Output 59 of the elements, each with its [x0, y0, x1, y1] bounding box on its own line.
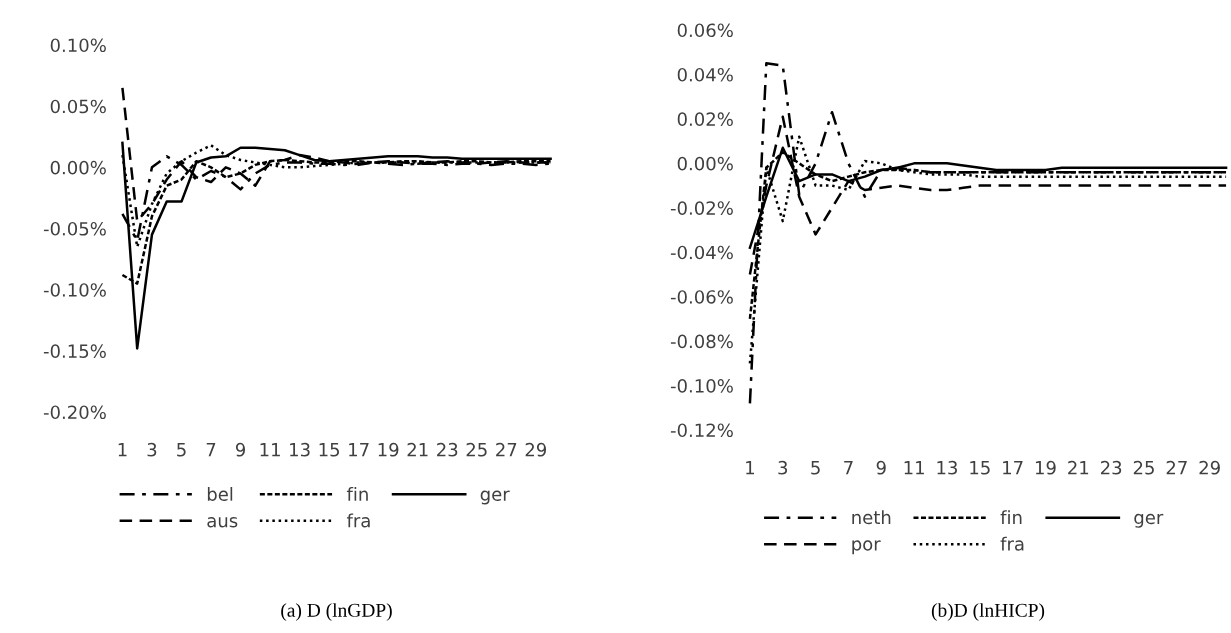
x-tick-label: 15 [970, 461, 990, 475]
y-tick-label: -0.20% [43, 405, 106, 420]
legend-label: aus [207, 517, 238, 528]
x-tick-label: 9 [235, 442, 246, 457]
x-tick-label: 13 [937, 460, 957, 475]
x-tick-label: 7 [206, 443, 216, 457]
y-tick-label: 0.10% [50, 38, 106, 53]
x-tick-label: 19 [1035, 460, 1056, 475]
x-tick-label: 11 [260, 443, 280, 457]
y-tick-label: -0.10% [670, 379, 733, 393]
legend-label: fra [346, 513, 370, 528]
y-tick-label: 0.00% [677, 156, 733, 171]
x-tick-label: 19 [378, 442, 399, 457]
x-tick-label: 21 [1068, 460, 1089, 475]
y-tick-label: -0.02% [670, 201, 733, 215]
legend-label: fin [346, 486, 368, 501]
y-tick-label: 0.05% [50, 99, 106, 114]
y-tick-label: -0.15% [43, 344, 106, 358]
x-tick-label: 17 [1003, 461, 1023, 475]
legend-label: fra [1000, 536, 1024, 551]
x-tick-label: 25 [466, 442, 487, 457]
x-tick-label: 13 [290, 442, 310, 457]
x-tick-label: 5 [811, 461, 820, 475]
y-tick-label: 0.04% [677, 67, 733, 82]
legend-label: fin [1000, 510, 1022, 524]
legend-label: ger [480, 490, 510, 505]
x-tick-label: 15 [319, 443, 340, 457]
x-tick-label: 29 [525, 442, 547, 457]
y-tick-label: -0.08% [670, 334, 733, 349]
y-tick-label: -0.04% [670, 245, 733, 260]
x-tick-label: 25 [1133, 460, 1154, 475]
x-tick-label: 3 [147, 442, 157, 457]
x-tick-label: 7 [844, 461, 853, 475]
legend-label: ger [1134, 513, 1164, 528]
x-tick-label: 27 [1166, 460, 1187, 475]
y-tick-label: 0.00% [50, 160, 106, 175]
text: (b)D (lnHICP) [931, 603, 1045, 621]
y-tick-label: 0.02% [677, 112, 733, 127]
x-tick-label: 23 [437, 442, 458, 457]
x-tick-label: 17 [349, 443, 369, 457]
text: (a) D (lnGDP) [281, 603, 392, 621]
y-tick-label: -0.10% [43, 283, 106, 297]
y-tick-label: -0.12% [670, 423, 733, 438]
x-tick-label: 29 [1199, 460, 1220, 475]
x-tick-label: 1 [746, 461, 754, 475]
x-tick-label: 1 [118, 443, 127, 457]
x-tick-label: 11 [904, 461, 924, 475]
x-tick-label: 9 [876, 460, 886, 475]
x-tick-label: 3 [778, 460, 788, 475]
x-tick-label: 27 [496, 442, 517, 457]
x-tick-label: 21 [407, 442, 428, 457]
legend-label: por [852, 540, 881, 555]
x-tick-label: 23 [1100, 460, 1122, 475]
y-tick-label: -0.06% [670, 290, 733, 304]
legend-label: bel [207, 486, 233, 501]
legend-label: neth [852, 510, 891, 525]
y-tick-label: 0.06% [677, 23, 733, 38]
x-tick-label: 5 [177, 443, 186, 457]
y-tick-label: -0.05% [43, 221, 106, 236]
